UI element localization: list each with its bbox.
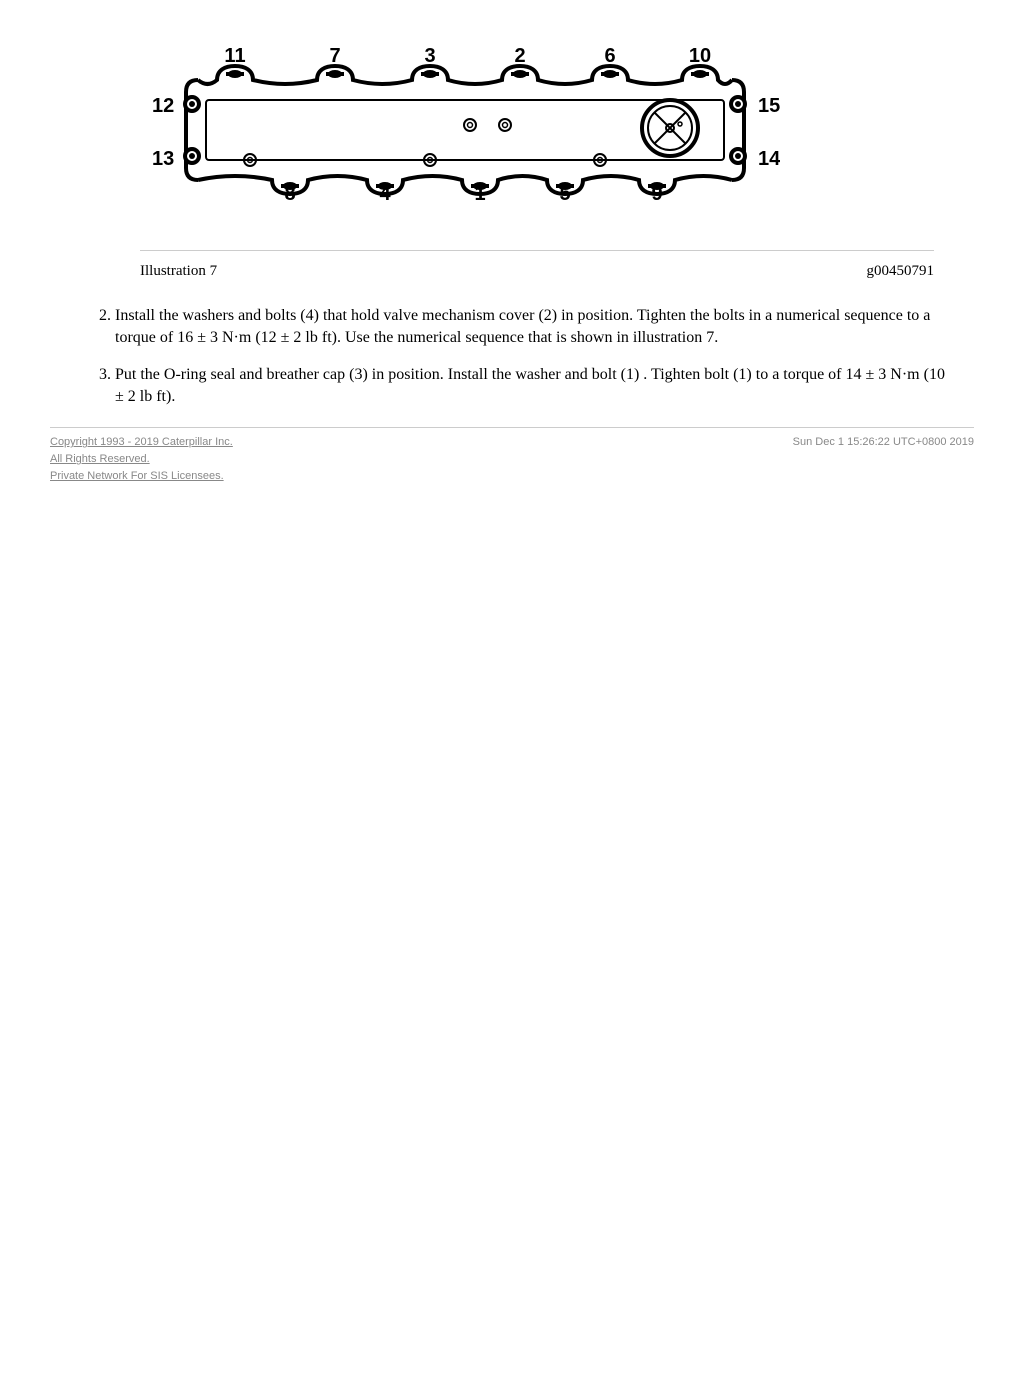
svg-text:11: 11 [224,45,245,67]
svg-text:5: 5 [559,183,570,205]
caption-right: g00450791 [867,263,935,280]
svg-text:15: 15 [758,95,780,117]
svg-text:8: 8 [284,183,295,205]
svg-text:13: 13 [152,148,174,170]
footer-links: Copyright 1993 - 2019 Caterpillar Inc. A… [50,436,233,487]
caption-left: Illustration 7 [140,263,217,280]
svg-text:6: 6 [604,45,615,67]
svg-text:3: 3 [424,45,435,67]
procedure-steps: Install the washers and bolts (4) that h… [50,305,974,407]
network-link[interactable]: Private Network For SIS Licensees. [50,470,233,482]
footer-divider [50,427,974,428]
svg-text:12: 12 [152,95,174,117]
step-3: Put the O-ring seal and breather cap (3)… [115,364,974,407]
rights-link[interactable]: All Rights Reserved. [50,453,233,465]
illustration-caption: Illustration 7 g00450791 [140,250,934,280]
svg-text:2: 2 [514,45,525,67]
svg-text:9: 9 [651,183,662,205]
svg-text:10: 10 [689,45,711,67]
svg-text:4: 4 [379,183,391,205]
svg-text:14: 14 [758,148,780,170]
step-2: Install the washers and bolts (4) that h… [115,305,974,348]
svg-text:7: 7 [329,45,340,67]
bolt-sequence-diagram: 117326108415912131514 [140,40,974,210]
svg-text:1: 1 [474,183,485,205]
copyright-link[interactable]: Copyright 1993 - 2019 Caterpillar Inc. [50,436,233,448]
page-footer: Copyright 1993 - 2019 Caterpillar Inc. A… [50,436,974,487]
footer-timestamp: Sun Dec 1 15:26:22 UTC+0800 2019 [793,436,974,487]
